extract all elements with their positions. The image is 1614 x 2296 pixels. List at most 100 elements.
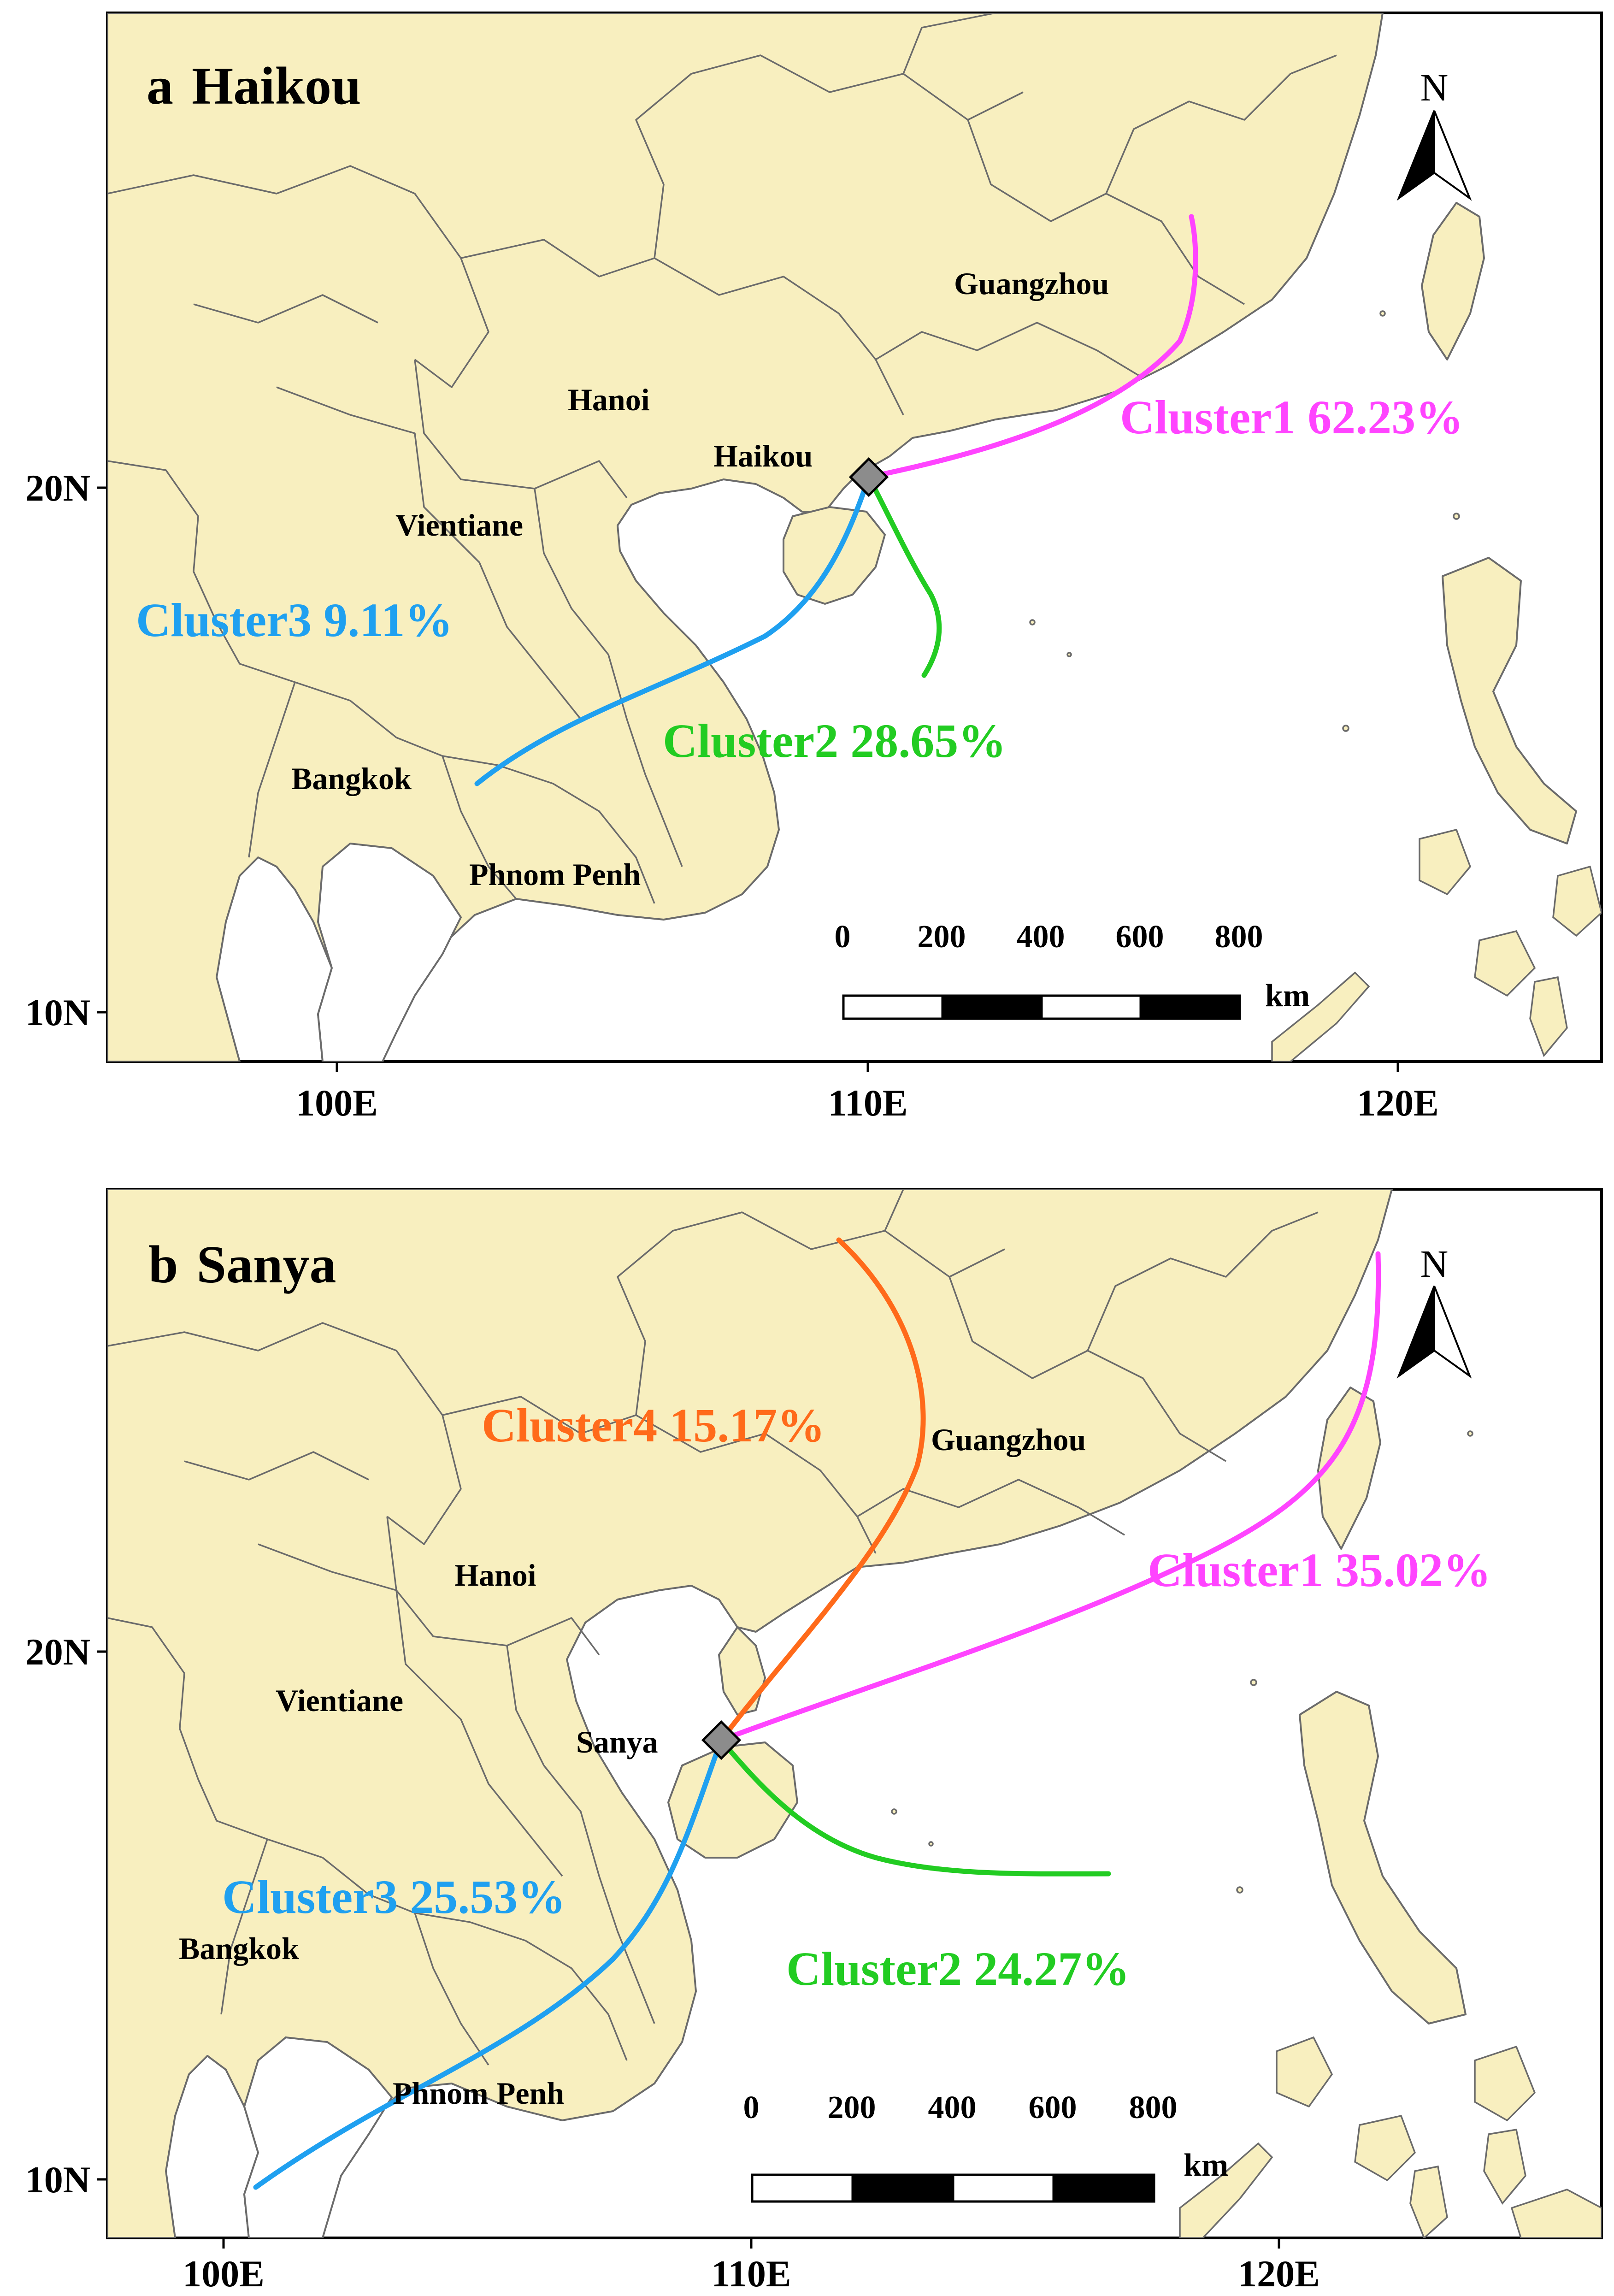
lat-label-10n: 10N xyxy=(25,992,90,1033)
city-label-guangzhou: Guangzhou xyxy=(954,266,1109,301)
panel-letter: b xyxy=(148,1235,178,1294)
cluster1-trajectory xyxy=(866,214,1198,480)
cluster3-label: Cluster3 25.53% xyxy=(222,1871,565,1924)
luzon-island xyxy=(1299,1691,1467,2024)
negros-island xyxy=(1409,2165,1448,2238)
hainan-island xyxy=(667,1741,798,1859)
scale-segment xyxy=(1052,2173,1155,2203)
panel-a-svg: 20N 10N 100E 110E 120E a Haikou Guangzhou… xyxy=(25,12,1603,1124)
taiwan-island xyxy=(1421,202,1485,360)
north-arrow-label: N xyxy=(1420,66,1449,109)
city-label-haikou: Haikou xyxy=(713,438,813,473)
lon-label-100e: 100E xyxy=(296,1082,378,1124)
mindoro-island xyxy=(1276,2036,1333,2108)
city-label-hanoi: Hanoi xyxy=(454,1558,536,1593)
panay-island xyxy=(1474,930,1536,997)
cluster3-label: Cluster3 9.11% xyxy=(136,594,453,647)
north-arrow-label: N xyxy=(1420,1243,1449,1286)
lat-axis: 20N 10N xyxy=(25,1631,107,2201)
scale-tick-600: 600 xyxy=(1029,2090,1077,2125)
scale-segment xyxy=(941,994,1043,1020)
cluster1-label: Cluster1 35.02% xyxy=(1148,1544,1491,1597)
lat-label-20n: 20N xyxy=(25,1631,90,1673)
negros-island xyxy=(1529,976,1568,1057)
lat-axis: 20N 10N xyxy=(25,467,107,1033)
small-island xyxy=(1236,1886,1243,1894)
lon-label-110e: 110E xyxy=(828,1082,907,1124)
lon-axis: 100E 110E 120E xyxy=(296,1062,1439,1124)
lon-label-120e: 120E xyxy=(1238,2253,1320,2295)
north-arrow: N xyxy=(1396,66,1472,201)
mindoro-island xyxy=(1419,828,1471,896)
palawan-island xyxy=(1179,2142,1273,2238)
cluster2-trajectory xyxy=(866,474,942,678)
city-label-hanoi: Hanoi xyxy=(568,382,650,417)
scale-segment xyxy=(1040,994,1142,1020)
lat-label-10n: 10N xyxy=(25,2159,90,2201)
scale-segment xyxy=(851,2173,954,2203)
scale-segment xyxy=(1139,994,1241,1020)
panay-island xyxy=(1354,2114,1416,2182)
lon-label-110e: 110E xyxy=(711,2253,791,2295)
scale-segment xyxy=(952,2173,1055,2203)
luzon-island xyxy=(1442,557,1577,844)
haikou-station-marker xyxy=(848,457,889,497)
mindanao-island xyxy=(1510,2189,1602,2238)
city-label-bangkok: Bangkok xyxy=(291,761,412,796)
lon-axis: 100E 110E 120E xyxy=(183,2238,1320,2295)
city-label-vientiane: Vientiane xyxy=(395,508,523,543)
scale-segment xyxy=(751,2173,854,2203)
cluster1-trajectory xyxy=(719,1251,1381,1743)
cluster2-trajectory xyxy=(719,1737,1111,1877)
scale-tick-0: 0 xyxy=(743,2090,760,2125)
scale-tick-600: 600 xyxy=(1116,919,1164,955)
north-arrow-right-half xyxy=(1433,110,1472,201)
scale-tick-200: 200 xyxy=(918,919,966,955)
basemap xyxy=(107,13,1602,1062)
cluster3-trajectory xyxy=(474,474,872,786)
city-label-phnom-penh: Phnom Penh xyxy=(393,2076,564,2111)
scale-tick-800: 800 xyxy=(1215,919,1263,955)
panel-a-haikou-map: 20N 10N 100E 110E 120E a Haikou Guangzhou… xyxy=(25,12,1603,1124)
scale-bar: 0 200 400 600 800 km xyxy=(835,919,1310,1020)
lon-label-100e: 100E xyxy=(183,2253,265,2295)
palawan-island xyxy=(1271,971,1370,1062)
city-label-sanya: Sanya xyxy=(576,1724,658,1759)
samar-island xyxy=(1474,2045,1536,2122)
cluster4-label: Cluster4 15.17% xyxy=(482,1399,825,1452)
scale-tick-800: 800 xyxy=(1129,2090,1178,2125)
scale-tick-200: 200 xyxy=(828,2090,876,2125)
taiwan-island xyxy=(1317,1387,1381,1550)
scale-unit: km xyxy=(1265,978,1310,1014)
sanya-station-marker xyxy=(701,1720,742,1760)
scale-unit: km xyxy=(1184,2148,1228,2183)
cluster4-trajectory xyxy=(719,1237,926,1743)
small-island xyxy=(1250,1679,1257,1686)
panel-letter: a xyxy=(147,57,173,116)
lat-label-20n: 20N xyxy=(25,467,90,509)
small-island xyxy=(1379,310,1386,317)
city-label-bangkok: Bangkok xyxy=(179,1931,299,1966)
small-island xyxy=(891,1808,897,1815)
samar-island xyxy=(1552,865,1602,937)
province-borders xyxy=(107,1189,1319,2066)
scale-bar: 0 200 400 600 800 km xyxy=(743,2090,1228,2203)
small-island xyxy=(928,1841,934,1847)
scale-tick-400: 400 xyxy=(1017,919,1065,955)
small-island xyxy=(1453,513,1460,520)
cluster2-label: Cluster2 28.65% xyxy=(663,714,1006,767)
city-label-vientiane: Vientiane xyxy=(276,1683,403,1718)
panel-b-svg: 20N 10N 100E 110E 120E b Sanya Guangzhou … xyxy=(25,1188,1603,2295)
scale-segment xyxy=(842,994,944,1020)
leizhou-peninsula xyxy=(718,1626,766,1716)
scale-tick-400: 400 xyxy=(928,2090,977,2125)
small-island xyxy=(1467,1430,1473,1437)
panel-title: a Haikou xyxy=(147,57,361,116)
panel-station-name: Haikou xyxy=(192,57,361,116)
city-label-phnom-penh: Phnom Penh xyxy=(469,857,641,892)
cluster2-label: Cluster2 24.27% xyxy=(786,1942,1130,1995)
small-island xyxy=(1342,725,1349,732)
basemap xyxy=(107,1189,1602,2238)
lon-label-120e: 120E xyxy=(1357,1082,1439,1124)
province-borders xyxy=(107,13,1337,904)
